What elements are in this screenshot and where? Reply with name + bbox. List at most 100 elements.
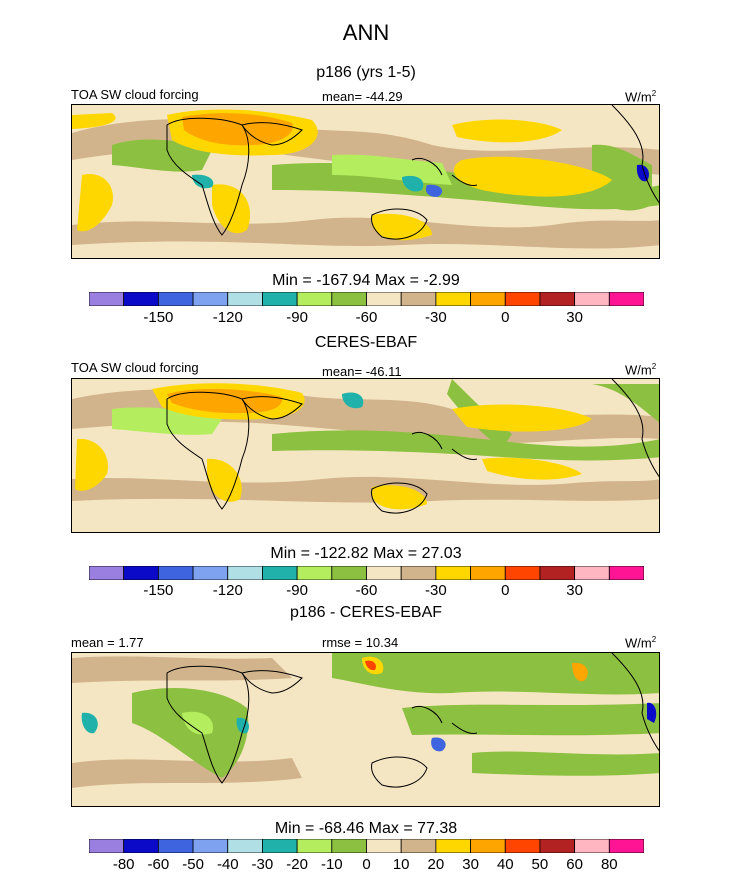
- panel-3-colorbar-box: [157, 839, 194, 853]
- panel-2-colorbar-box: [157, 566, 194, 580]
- panel-2-map: [71, 378, 660, 533]
- panel-2-colorbar-box: [366, 566, 402, 580]
- panel-3-title: p186 - CERES-EBAF: [289, 604, 443, 621]
- panel-2-colorbar-box: [89, 566, 125, 580]
- panel-2-colorbar-box: [435, 566, 471, 580]
- panel-2-colorbar-box: [192, 566, 229, 580]
- panel-3-colorbar-tick-label: 80: [600, 856, 618, 873]
- panel-3-colorbar-tick-label: 0: [362, 856, 371, 873]
- panel-3-colorbar-tick-label: -50: [182, 856, 204, 873]
- panel-2-colorbar-box: [227, 566, 263, 580]
- panel-1-colorbar-box: [574, 292, 610, 306]
- panel-2-mean-label: mean= -46.11: [322, 364, 402, 379]
- panel-2-colorbar-box: [608, 566, 644, 580]
- panel-2-colorbar-tick-label: -150: [143, 582, 174, 599]
- panel-1-colorbar-box: [227, 292, 263, 306]
- panel-3-colorbar-tick-label: 50: [531, 856, 549, 873]
- panel-3-colorbar-box: [227, 839, 263, 853]
- panel-2-colorbar-box: [400, 566, 437, 580]
- panel-1-mean-label: mean= -44.29: [322, 89, 403, 104]
- panel-2-colorbar-tick-label: -30: [425, 582, 447, 599]
- panel-3-colorbar-tick-label: -20: [286, 856, 308, 873]
- panel-2-colorbar-tick-label: -120: [212, 582, 243, 599]
- panel-2-minmax: Min = -122.82 Max = 27.03: [270, 545, 462, 562]
- panel-1-colorbar-tick-label: -90: [286, 309, 308, 326]
- panel-3-colorbar-boxes: [89, 839, 644, 853]
- panel-3-colorbar-tick-label: -60: [147, 856, 170, 873]
- panel-2-colorbar-box: [262, 566, 298, 580]
- panel-2-colorbar-box: [504, 566, 541, 580]
- panel-1-colorbar-box: [504, 292, 541, 306]
- panel-1-colorbar-box: [296, 292, 333, 306]
- panel-2-colorbar-box: [470, 566, 506, 580]
- panel-2-colorbar-box: [539, 566, 576, 580]
- panel-3-colorbar-tick-label: 40: [496, 856, 514, 873]
- figure-title: ANN: [342, 20, 390, 45]
- panel-1-colorbar-boxes: [89, 292, 644, 306]
- panel-1-colorbar-box: [157, 292, 194, 306]
- panel-2-colorbar: [89, 566, 644, 580]
- panel-1-units: W/m2: [625, 89, 657, 105]
- panel-1-title: p186 (yrs 1-5): [316, 64, 416, 81]
- panel-1-colorbar-box: [470, 292, 506, 306]
- panel-3-colorbar-box: [574, 839, 610, 853]
- panel-3-colorbar-box: [331, 839, 367, 853]
- panel-1-colorbar-box: [89, 292, 125, 306]
- panel-1-colorbar-box: [608, 292, 644, 306]
- panel-2-field-label: TOA SW cloud forcing: [71, 360, 199, 375]
- panel-3-mean-label: mean = 1.77: [71, 635, 144, 650]
- panel-3-colorbar-tick-label: 20: [427, 856, 445, 873]
- panel-1-colorbar-tick-label: 0: [501, 309, 510, 326]
- panel-3-colorbar-tick-label: 10: [392, 856, 410, 873]
- panel-1-colorbar-box: [400, 292, 437, 306]
- panel-3-map: [71, 652, 660, 807]
- panel-2-colorbar-tick-label: -60: [355, 582, 378, 599]
- panel-2-colorbar-tick-label: 0: [501, 582, 510, 599]
- panel-3-colorbar-box: [400, 839, 437, 853]
- panel-1-map: [71, 104, 660, 259]
- panel-1-colorbar: [89, 292, 644, 306]
- panel-2-colorbar-boxes: [89, 566, 644, 580]
- panel-2-colorbar-tick-label: 30: [566, 582, 583, 599]
- panel-2-colorbar-box: [331, 566, 367, 580]
- panel-2-colorbar-box: [296, 566, 333, 580]
- panel-2-units: W/m2: [625, 362, 657, 378]
- panel-3-colorbar-box: [89, 839, 125, 853]
- panel-1-colorbar-tick-label: -60: [355, 309, 378, 326]
- panel-1-colorbar-tick-label: -30: [425, 309, 447, 326]
- panel-3-colorbar-tick-label: -30: [251, 856, 274, 873]
- panel-3-colorbar-tick-label: -40: [216, 856, 239, 873]
- panel-3-colorbar-box: [192, 839, 229, 853]
- panel-1-colorbar-box: [262, 292, 298, 306]
- panel-3-minmax: Min = -68.46 Max = 77.38: [274, 820, 458, 837]
- panel-1-colorbar-box: [435, 292, 471, 306]
- panel-3-colorbar-box: [262, 839, 298, 853]
- panel-2-colorbar-box: [123, 566, 159, 580]
- panel-3-colorbar-box: [539, 839, 576, 853]
- panel-1-colorbar-box: [331, 292, 367, 306]
- panel-3-colorbar-tick-label: 60: [566, 856, 583, 873]
- panel-3-colorbar-tick-label: -10: [320, 856, 343, 873]
- panel-2-colorbar-box: [574, 566, 610, 580]
- panel-3-units: W/m2: [625, 635, 657, 651]
- panel-3-colorbar-tick-label: 30: [462, 856, 479, 873]
- panel-1-minmax: Min = -167.94 Max = -2.99: [272, 272, 460, 289]
- panel-1-field-label: TOA SW cloud forcing: [71, 87, 199, 102]
- panel-3-colorbar-box: [435, 839, 471, 853]
- panel-2-colorbar-tick-label: -90: [286, 582, 308, 599]
- panel-1-colorbar-box: [366, 292, 402, 306]
- panel-3-rmse-label: rmse = 10.34: [322, 635, 399, 650]
- panel-2-title: CERES-EBAF: [314, 334, 418, 351]
- panel-1-colorbar-box: [192, 292, 229, 306]
- panel-1-colorbar-tick-label: 30: [566, 309, 583, 326]
- panel-3-colorbar-box: [123, 839, 159, 853]
- panel-3-colorbar-tick-label: -80: [112, 856, 135, 873]
- panel-3-colorbar-box: [504, 839, 541, 853]
- panel-3-colorbar: [89, 839, 644, 853]
- panel-1-colorbar-tick-label: -120: [212, 309, 243, 326]
- panel-1-colorbar-box: [123, 292, 159, 306]
- panel-3-colorbar-box: [470, 839, 506, 853]
- panel-3-colorbar-box: [366, 839, 402, 853]
- panel-3-colorbar-box: [296, 839, 333, 853]
- panel-3-colorbar-box: [608, 839, 644, 853]
